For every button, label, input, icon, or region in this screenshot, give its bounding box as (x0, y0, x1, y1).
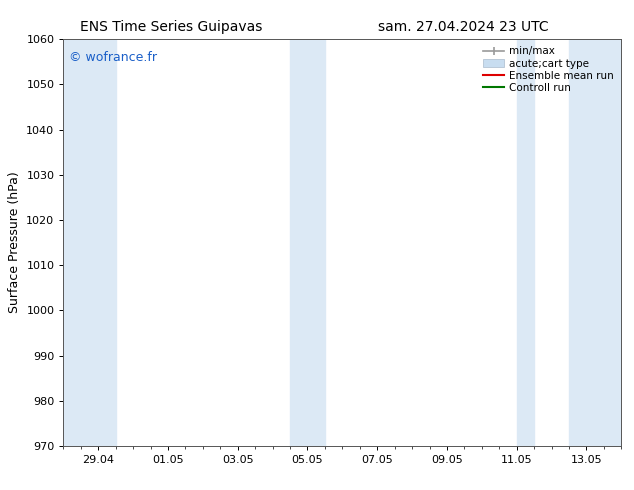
Bar (290, 39, 307, 446)
Bar (307, 39, 325, 446)
Bar (517, 39, 534, 446)
Text: sam. 27.04.2024 23 UTC: sam. 27.04.2024 23 UTC (377, 20, 548, 34)
Text: ENS Time Series Guipavas: ENS Time Series Guipavas (80, 20, 262, 34)
Bar (63, 39, 115, 446)
Legend: min/max, acute;cart type, Ensemble mean run, Controll run: min/max, acute;cart type, Ensemble mean … (481, 45, 616, 95)
Bar (569, 39, 621, 446)
Y-axis label: Surface Pressure (hPa): Surface Pressure (hPa) (8, 172, 21, 314)
Text: © wofrance.fr: © wofrance.fr (69, 51, 157, 64)
